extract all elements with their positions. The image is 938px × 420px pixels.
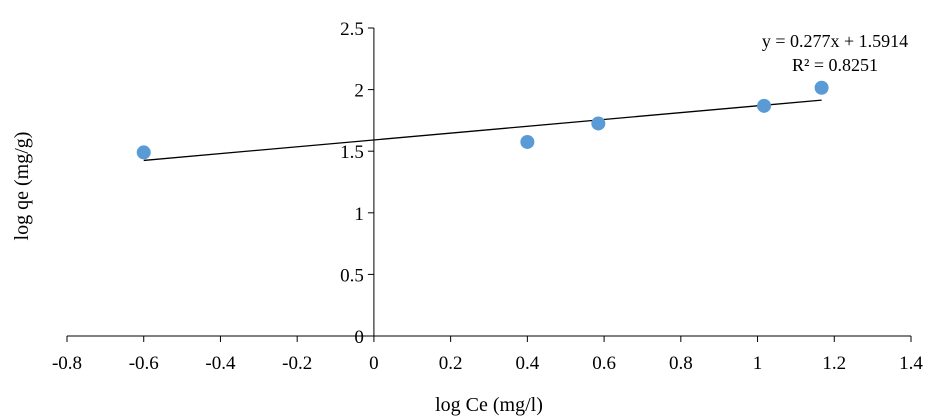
- y-tick-label: 2: [354, 81, 364, 102]
- y-tick-label: 0: [354, 327, 364, 348]
- x-tick-label: -0.6: [129, 353, 159, 374]
- data-point: [136, 145, 151, 160]
- x-tick-label: -0.4: [205, 353, 236, 374]
- x-tick-label: 1: [753, 353, 763, 374]
- data-point: [520, 134, 535, 149]
- y-tick-label: 1.5: [340, 142, 364, 163]
- trendline-equation: y = 0.277x + 1.5914: [762, 31, 908, 51]
- y-axis-title: log qe (mg/g): [11, 132, 33, 241]
- x-tick-label: 0.4: [515, 353, 539, 374]
- data-point: [757, 98, 772, 113]
- x-tick-label: 1.4: [899, 353, 923, 374]
- data-points-group: [136, 80, 829, 160]
- y-tick-label: 2.5: [340, 19, 364, 40]
- x-tick-label: 1.2: [822, 353, 846, 374]
- trendline-group: [143, 99, 822, 162]
- x-axis-title: log Ce (mg/l): [435, 394, 543, 416]
- x-tick-label: -0.2: [282, 353, 312, 374]
- tick-labels-group: -0.8 -0.6 -0.4 -0.2 0 0.2 0.4 0.6 0.8 1 1.2 1.4 0 0.5…: [52, 19, 923, 374]
- axes-group: [66, 27, 912, 342]
- x-tick-label: 0: [369, 353, 379, 374]
- y-tick-label: 1: [354, 204, 364, 225]
- x-tick-label: -0.8: [52, 353, 82, 374]
- x-tick-label: 0.2: [439, 353, 463, 374]
- data-point: [814, 80, 829, 95]
- linear-trendline: [143, 99, 822, 162]
- x-tick-label: 0.8: [669, 353, 693, 374]
- data-point: [591, 116, 606, 131]
- r-squared-label: R² = 0.8251: [792, 55, 878, 75]
- y-tick-label: 0.5: [340, 265, 364, 286]
- x-tick-label: 0.6: [592, 353, 616, 374]
